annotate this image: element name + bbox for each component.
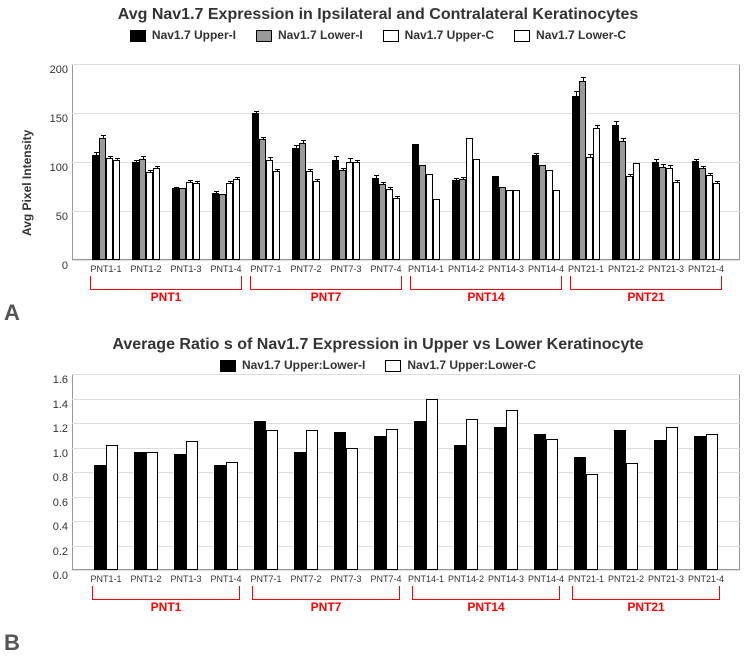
legend-item: Nav1.7 Upper-I (130, 28, 236, 42)
panel-a-letter: A (4, 300, 20, 326)
chart-b-legend: Nav1.7 Upper:Lower-I Nav1.7 Upper:Lower-C (0, 358, 756, 372)
legend-swatch (256, 30, 272, 42)
chart-a-title: Avg Nav1.7 Expression in Ipsilateral and… (0, 6, 756, 24)
legend-item: Nav1.7 Upper:Lower-C (385, 358, 536, 372)
legend-swatch (385, 360, 401, 372)
panel-b-letter: B (4, 630, 20, 656)
legend-swatch (220, 360, 236, 372)
legend-swatch (130, 30, 146, 42)
panel-a: Avg Nav1.7 Expression in Ipsilateral and… (0, 6, 756, 320)
chart-a-legend: Nav1.7 Upper-I Nav1.7 Lower-I Nav1.7 Upper… (0, 28, 756, 42)
panel-b: Average Ratio s of Nav1.7 Expression in … (0, 336, 756, 650)
legend-item: Nav1.7 Upper:Lower-I (220, 358, 365, 372)
legend-item: Nav1.7 Lower-C (514, 28, 626, 42)
legend-item: Nav1.7 Upper-C (383, 28, 494, 42)
legend-item: Nav1.7 Lower-I (256, 28, 363, 42)
legend-swatch (383, 30, 399, 42)
chart-a-ylabel: Avg Pixel Intensity (20, 130, 34, 236)
legend-swatch (514, 30, 530, 42)
chart-b-title: Average Ratio s of Nav1.7 Expression in … (0, 336, 756, 354)
